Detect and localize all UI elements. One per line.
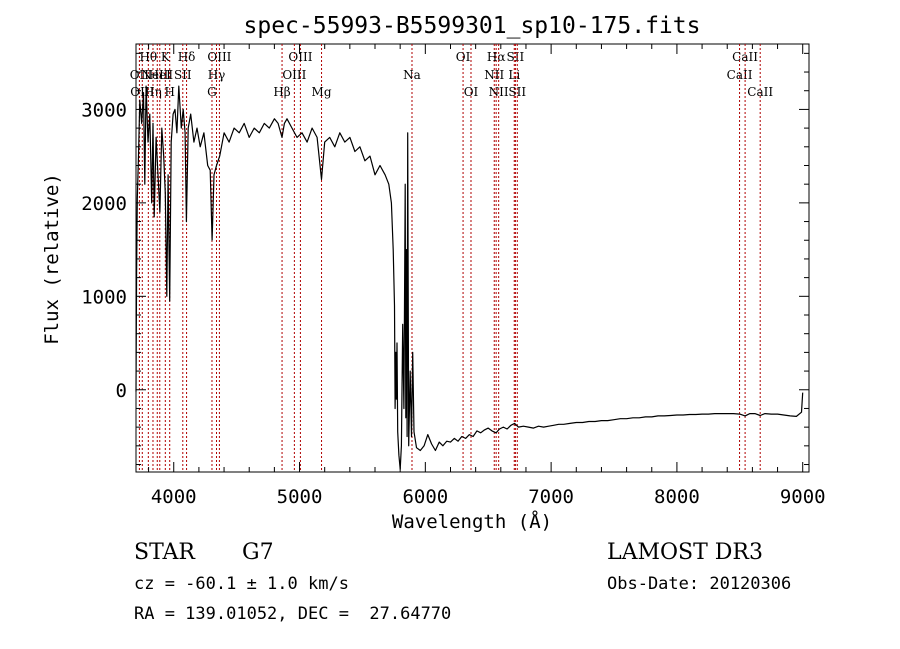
footer-coords: RA = 139.01052, DEC = 27.64770: [134, 604, 452, 624]
line-marker-label: SII: [507, 50, 525, 64]
y-axis-label: Flux (relative): [41, 173, 63, 345]
line-marker-label: HeI: [149, 68, 172, 82]
line-marker-label: K: [161, 50, 171, 64]
y-tick-label: 1000: [81, 286, 127, 308]
line-marker-label: CaII: [732, 50, 758, 64]
y-tick-label: 2000: [81, 193, 127, 215]
x-axis-ticks: 4000 5000 6000 7000 8000 9000: [148, 44, 826, 508]
line-marker-label: Hδ: [178, 50, 196, 64]
line-marker-label: Hβ: [273, 85, 290, 99]
x-tick-label: 9000: [780, 486, 826, 508]
chart-title: spec-55993-B5599301_sp10-175.fits: [244, 13, 701, 39]
footer-obs-date: Obs-Date: 20120306: [607, 574, 792, 594]
line-marker-label: Na: [403, 68, 421, 82]
line-marker-label: OIII: [288, 50, 312, 64]
line-marker-label: NII: [489, 85, 509, 99]
y-axis-ticks: 0 1000 2000 3000: [81, 52, 809, 466]
x-tick-label: 7000: [528, 486, 574, 508]
footer-cz: cz = -60.1 ± 1.0 km/s: [134, 574, 349, 594]
x-tick-label: 6000: [402, 486, 448, 508]
line-marker-label: CaII: [727, 68, 753, 82]
footer-class: STAR: [134, 540, 195, 565]
line-marker-label: Hγ: [208, 68, 226, 82]
line-marker-label: SII: [174, 68, 192, 82]
x-tick-label: 4000: [151, 486, 197, 508]
line-marker-label: Li: [508, 68, 520, 82]
line-marker-label: NeIII: [141, 68, 173, 82]
line-marker-label: CaII: [747, 85, 773, 99]
line-marker-label: SII: [508, 85, 526, 99]
plot-frame: [135, 43, 810, 473]
x-axis-label: Wavelength (Å): [392, 510, 552, 533]
line-marker-label: OIII: [207, 50, 231, 64]
line-marker-label: NII: [484, 68, 504, 82]
line-marker-label: H: [164, 85, 174, 99]
x-tick-label: 5000: [277, 486, 323, 508]
line-marker-label: G: [207, 85, 217, 99]
line-marker-label: Mg: [312, 85, 332, 99]
line-marker-label: OI: [456, 50, 471, 64]
line-markers: OIIOIIIHθHηNeIIIHeIKHSIIHδGHγOIIIHβOIIIO…: [130, 44, 773, 472]
line-marker-label: Hθ: [139, 50, 157, 64]
line-marker-label: OI: [464, 85, 479, 99]
line-marker-label: Hα: [487, 50, 506, 64]
footer-survey: LAMOST DR3: [607, 540, 763, 565]
y-tick-label: 3000: [81, 99, 127, 121]
x-tick-label: 8000: [654, 486, 700, 508]
footer-subclass: G7: [242, 540, 274, 565]
spectrum-line: [135, 85, 804, 470]
line-marker-label: OII: [130, 68, 150, 82]
line-marker-label: OIII: [282, 68, 306, 82]
y-tick-label: 0: [116, 380, 127, 402]
